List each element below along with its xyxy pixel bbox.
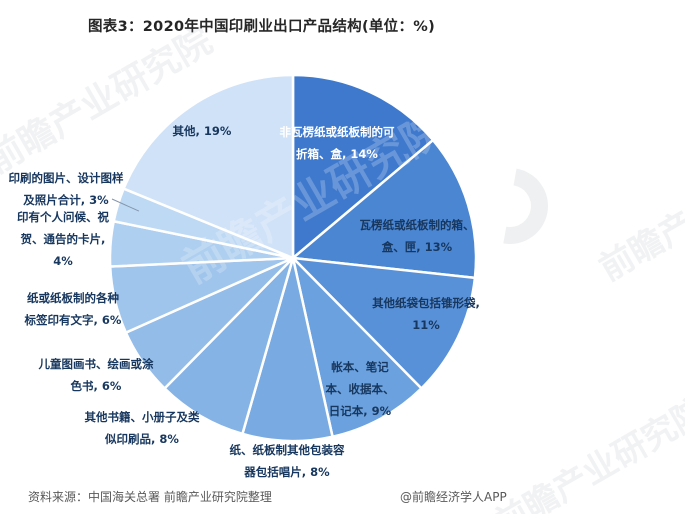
- pie-slice-5: [241, 256, 334, 443]
- chart-title: 图表3：2020年中国印刷业出口产品结构(单位：%): [88, 19, 436, 35]
- pie-slice-11: [122, 73, 295, 260]
- slice-label-11: 其他, 19%: [172, 124, 232, 138]
- slice-label-7: 儿童图画书、绘画或涂 色书, 6%: [38, 357, 154, 393]
- slice-label-10: 印刷的图片、设计图样 及照片合计, 3%: [8, 171, 124, 207]
- label-leader-line: [111, 198, 140, 212]
- pie-slice-2: [291, 138, 478, 280]
- slice-label-8: 纸或纸板制的各种 标签印有文字, 6%: [24, 291, 122, 327]
- credit-note: @前瞻经济学人APP: [400, 490, 507, 504]
- pie-slice-6: [163, 256, 295, 436]
- slice-label-4: 帐本、笔记 本、收据本、 日记本, 9%: [325, 360, 395, 418]
- pie-slice-1: [291, 73, 435, 260]
- slice-label-2: 瓦楞纸或纸板制的箱、 盒、匣, 13%: [359, 218, 475, 254]
- data-source-note: 资料来源：中国海关总署 前瞻产业研究院整理: [28, 490, 272, 504]
- slice-label-3: 其他纸袋包括锥形袋, 11%: [372, 296, 480, 332]
- slice-label-5: 纸、纸板制其他包装容 器包括唱片, 8%: [229, 443, 345, 479]
- pie-slice-4: [291, 256, 423, 438]
- slice-label-1: 非瓦楞纸或纸板制的可 折箱、盒, 14%: [279, 125, 395, 161]
- pie-slice-3: [291, 256, 477, 390]
- slice-label-9: 印有个人问候、祝 贺、通告的卡片, 4%: [17, 210, 109, 268]
- slice-label-6: 其他书籍、小册子及类 似印刷品, 8%: [84, 410, 200, 446]
